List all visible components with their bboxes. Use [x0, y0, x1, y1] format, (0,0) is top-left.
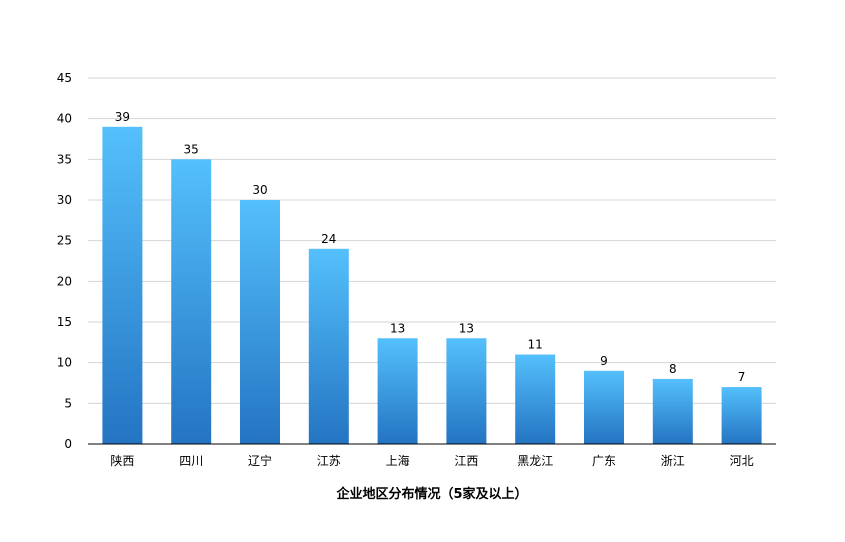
- bar: [171, 159, 212, 445]
- data-label: 39: [115, 110, 130, 124]
- x-category-label: 河北: [730, 454, 754, 468]
- bar: [584, 370, 624, 444]
- x-axis-title: 企业地区分布情况（5家及以上）: [335, 486, 527, 502]
- y-tick-label: 45: [57, 71, 72, 85]
- data-labels: 39 35 30 24 13 13 11 9 8 7: [115, 110, 746, 384]
- bar: [240, 200, 280, 444]
- x-category-label: 浙江: [661, 454, 685, 468]
- bars: [102, 126, 762, 445]
- y-tick-label: 20: [57, 274, 72, 288]
- bar: [377, 338, 418, 444]
- y-axis-ticks: 0 5 10 15 20 25 30 35 40 45: [57, 71, 72, 451]
- x-category-label: 广东: [592, 454, 616, 468]
- data-label: 9: [600, 354, 608, 368]
- y-tick-label: 15: [57, 315, 72, 329]
- data-label: 35: [184, 142, 199, 156]
- data-label: 13: [390, 321, 405, 335]
- bar: [652, 378, 693, 444]
- y-tick-label: 10: [57, 356, 72, 370]
- data-label: 7: [738, 370, 746, 384]
- x-category-label: 陕西: [110, 453, 134, 468]
- data-label: 24: [321, 232, 336, 246]
- data-label: 30: [252, 183, 267, 197]
- x-category-label: 四川: [179, 454, 203, 468]
- data-label: 8: [669, 362, 677, 376]
- x-category-label: 江苏: [317, 454, 341, 468]
- bar: [446, 338, 487, 444]
- y-tick-label: 5: [64, 396, 72, 410]
- x-category-label: 上海: [386, 453, 410, 468]
- y-tick-label: 30: [57, 193, 72, 207]
- bar: [308, 248, 349, 444]
- x-category-label: 江西: [454, 454, 478, 468]
- data-label: 13: [459, 321, 474, 335]
- y-tick-label: 40: [57, 112, 72, 126]
- data-label: 11: [528, 338, 543, 352]
- y-tick-label: 35: [57, 152, 72, 166]
- bar: [721, 387, 762, 444]
- y-tick-label: 0: [64, 437, 72, 451]
- x-category-label: 黑龙江: [517, 454, 553, 468]
- bar: [102, 126, 143, 445]
- bar: [515, 354, 556, 444]
- x-category-label: 辽宁: [248, 453, 272, 468]
- x-axis-categories: 陕西 四川 辽宁 江苏 上海 江西 黑龙江 广东 浙江 河北: [110, 453, 753, 468]
- y-tick-label: 25: [57, 234, 72, 248]
